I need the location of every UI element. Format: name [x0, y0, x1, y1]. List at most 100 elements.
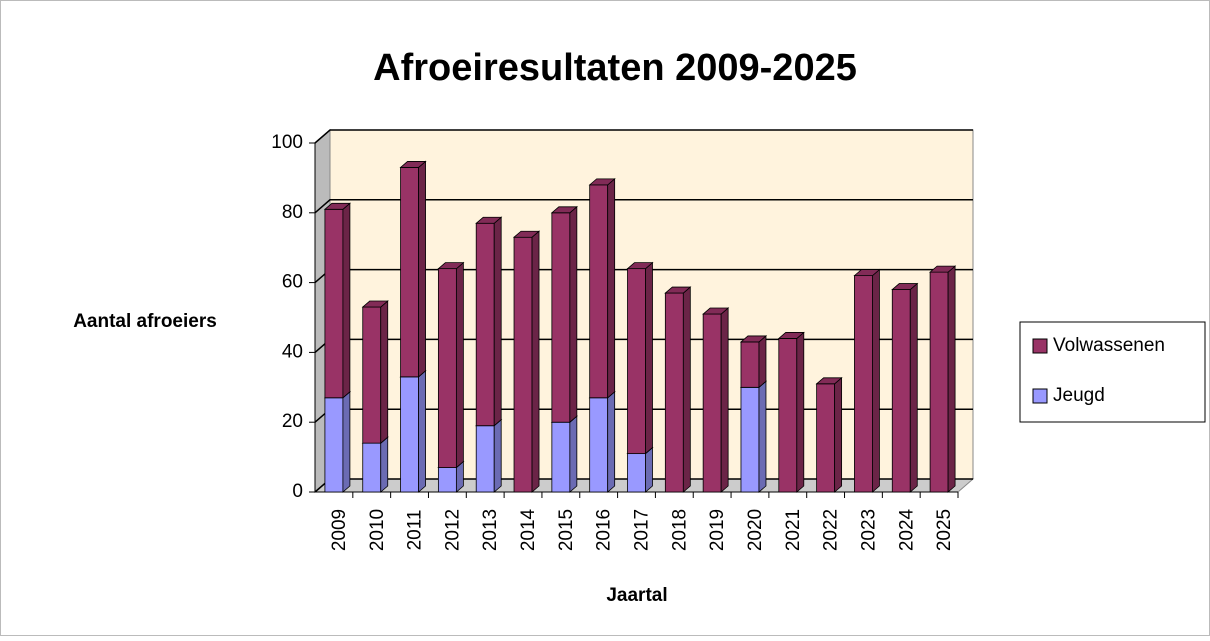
bar-side: [909, 282, 918, 493]
bar: [589, 397, 609, 493]
bar-side: [380, 436, 389, 493]
bar: [740, 386, 760, 493]
bar: [627, 268, 646, 455]
bar-top: [550, 206, 578, 214]
bar-top: [512, 230, 541, 238]
bar: [475, 425, 495, 493]
bar-side: [455, 261, 464, 469]
x-tick-label: 2025: [934, 509, 955, 551]
bar-top: [702, 307, 730, 315]
y-tick-label: 60: [282, 272, 303, 293]
chart-title: Afroeiresultaten 2009-2025: [373, 47, 857, 89]
bar-top: [475, 216, 503, 224]
bar-side: [834, 376, 843, 493]
bar-top: [323, 202, 351, 210]
bar-top: [626, 262, 654, 270]
bar-side: [645, 261, 653, 455]
bar: [891, 289, 911, 493]
x-tick-label: 2021: [783, 509, 804, 551]
bar-top: [815, 377, 843, 385]
x-tick-label: 2014: [518, 508, 539, 551]
x-tick-label: 2013: [480, 509, 501, 551]
bar: [778, 338, 798, 493]
x-tick-label: 2019: [707, 509, 728, 551]
x-tick-label: 2016: [594, 509, 615, 551]
bar-top: [361, 300, 389, 308]
bar-side: [342, 390, 351, 493]
y-tick-label: 0: [292, 481, 303, 502]
x-tick-label: 2023: [858, 509, 879, 551]
x-tick-label: 2009: [329, 509, 350, 551]
x-tick-label: 2022: [821, 509, 842, 551]
bar-side: [493, 418, 502, 493]
bar-side: [418, 160, 426, 378]
legend-label: Volwassenen: [1053, 335, 1165, 356]
x-axis-title: Jaartal: [606, 585, 667, 606]
grid-line: [314, 129, 973, 144]
bar-side: [493, 216, 502, 427]
bar-side: [872, 268, 880, 493]
legend-label: Jeugd: [1053, 385, 1105, 406]
x-tick-label: 2024: [896, 508, 917, 551]
bar-top: [853, 269, 881, 277]
x-tick-label: 2015: [556, 509, 577, 551]
bar-side: [569, 205, 578, 424]
bar-side: [758, 335, 767, 389]
bar-top: [929, 265, 957, 273]
bar: [702, 313, 722, 493]
bar-side: [342, 202, 351, 399]
bar-side: [758, 380, 767, 493]
y-tick-label: 100: [271, 132, 303, 153]
bar-top: [739, 335, 768, 343]
x-tick-label: 2011: [405, 510, 426, 551]
x-tick-label: 2020: [745, 509, 766, 551]
bar: [362, 442, 382, 493]
bar-top: [891, 283, 919, 290]
bar-top: [399, 161, 427, 168]
bar: [400, 167, 419, 378]
x-tick-label: 2017: [632, 509, 653, 551]
bar: [362, 306, 382, 444]
bar-side: [607, 390, 616, 493]
bar: [437, 467, 457, 493]
bar-side: [796, 331, 805, 493]
x-tick-label: 2018: [669, 509, 690, 551]
y-tick-label: 20: [282, 411, 303, 432]
bar-top: [588, 178, 616, 186]
bar-side: [531, 230, 540, 493]
bar-top: [437, 262, 465, 270]
bar: [475, 222, 495, 427]
bar-side: [418, 369, 426, 493]
legend-box: [1019, 321, 1206, 423]
y-axis-title: Aantal afroeiers: [73, 311, 217, 332]
bar: [324, 397, 344, 493]
bar-side: [607, 178, 616, 399]
bar: [627, 453, 646, 493]
legend-swatch: [1032, 388, 1048, 404]
x-tick-label: 2010: [367, 509, 388, 551]
bar: [740, 341, 760, 388]
legend-swatch: [1032, 338, 1048, 354]
bar-side: [380, 300, 389, 445]
bar: [854, 275, 873, 493]
bar-side: [645, 446, 653, 493]
bar: [589, 184, 609, 399]
bar-top: [664, 286, 692, 294]
bar: [437, 268, 457, 468]
y-tick-label: 40: [282, 341, 303, 362]
bar: [664, 292, 684, 493]
bar-top: [777, 332, 805, 339]
grid-line: [314, 199, 973, 214]
bar: [816, 383, 836, 493]
bar-side: [682, 286, 691, 493]
bar: [324, 208, 344, 399]
bar: [513, 236, 533, 493]
bar: [551, 421, 571, 493]
bar-side: [947, 265, 956, 493]
bar: [400, 376, 419, 493]
bar: [929, 271, 949, 493]
bar-side: [569, 415, 578, 493]
x-tick-label: 2012: [442, 509, 463, 551]
bar-side: [720, 307, 729, 493]
